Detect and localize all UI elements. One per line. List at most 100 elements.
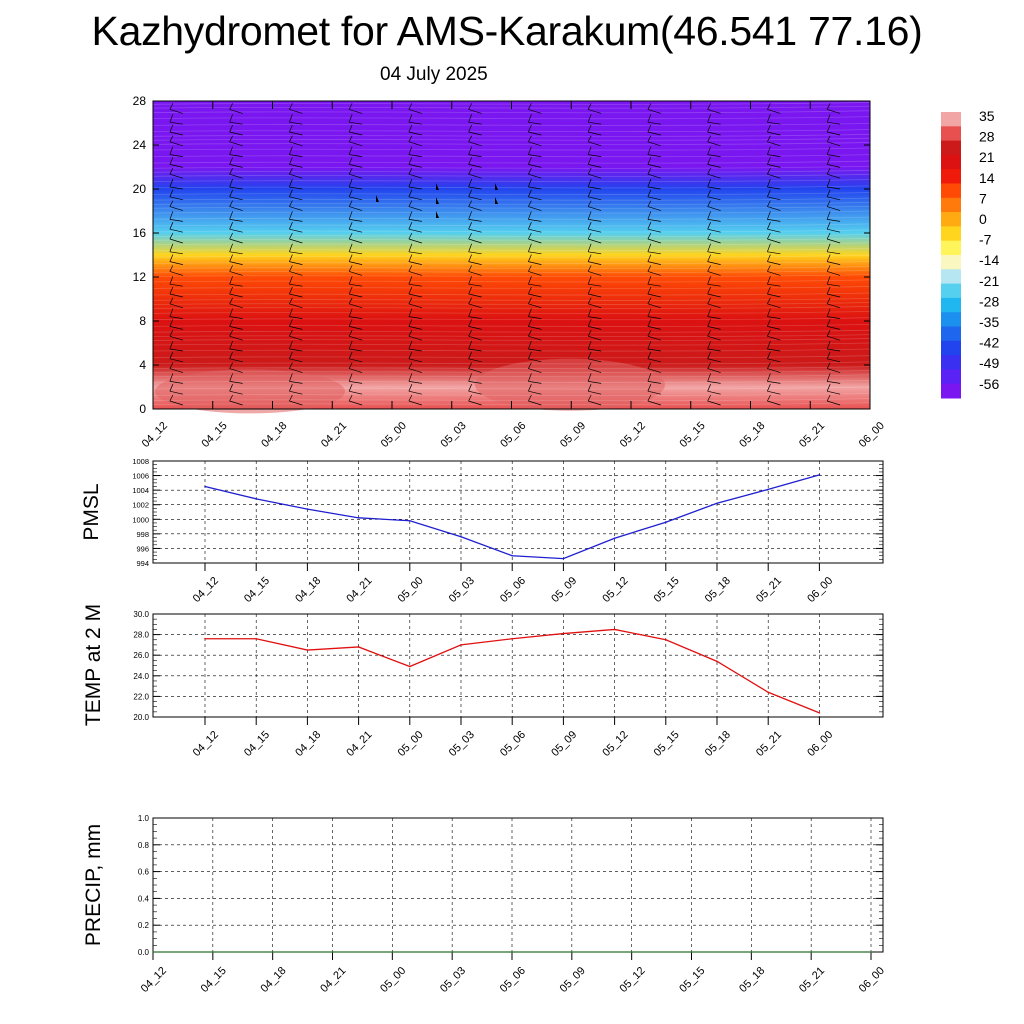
isotherm-line (152, 137, 871, 141)
wind-barb-feather (169, 157, 174, 165)
wind-barb (707, 368, 721, 373)
wind-barb (468, 154, 482, 157)
wind-barb-feather (826, 340, 831, 350)
wind-barb-feather (408, 168, 413, 175)
wind-barb (229, 186, 243, 190)
wind-barb (408, 335, 422, 341)
wind-barb (767, 326, 781, 330)
isotherm-line (152, 323, 871, 327)
wind-barb-feather (826, 114, 831, 123)
isotherm-line (152, 270, 871, 273)
x-tick-label: 05_00 (396, 575, 426, 605)
x-tick-label: 04_18 (258, 965, 288, 995)
wind-barb (528, 228, 542, 233)
wind-barb (408, 173, 422, 179)
wind-barb-feather (826, 103, 831, 110)
wind-barb-feather (707, 286, 711, 295)
x-tick-label: 05_09 (549, 575, 579, 605)
wind-barb-feather (707, 330, 711, 337)
wind-barb-feather (229, 211, 233, 220)
wind-barb (229, 219, 243, 222)
isotherm-line (152, 279, 871, 283)
y-tick-label: 28 (133, 94, 147, 108)
x-tick-label: 05_21 (797, 420, 827, 450)
x-tick-label: 05_21 (754, 575, 784, 605)
wind-barb (827, 326, 841, 330)
wind-barb (647, 283, 661, 287)
wind-barb (767, 109, 781, 114)
isotherm-line (152, 242, 871, 246)
wind-barb (647, 358, 661, 363)
wind-barb (767, 219, 781, 222)
wind-barb-feather (229, 319, 233, 327)
wind-barb (349, 131, 363, 136)
wind-barb (229, 206, 243, 211)
wind-barb (349, 400, 363, 406)
wind-barb (827, 368, 841, 373)
wind-pennant (495, 197, 498, 204)
isotherm-line (152, 374, 871, 378)
wind-barb-feather (289, 200, 293, 207)
wind-barb (767, 390, 781, 395)
x-tick-label: 04_21 (344, 575, 374, 605)
y-tick-label: 0.2 (138, 921, 150, 930)
wind-barb (349, 196, 363, 201)
wind-barb (349, 283, 363, 287)
wind-barb-feather (408, 254, 413, 262)
wind-barb (827, 390, 841, 395)
y-tick-label: 24.0 (133, 672, 149, 681)
isotherm-line (152, 202, 871, 205)
isotherm-line (152, 274, 871, 277)
wind-barb-feather (289, 168, 293, 175)
wind-barb (767, 121, 781, 125)
wind-barb (707, 326, 721, 330)
colorbar-label: 28 (979, 129, 995, 145)
wind-barb-feather (647, 114, 652, 123)
isotherm-line (152, 237, 871, 241)
data-point (716, 502, 718, 505)
wind-barb (588, 316, 602, 319)
wind-barb-feather (468, 243, 472, 252)
wind-barb (707, 358, 721, 363)
isotherm-line (152, 101, 871, 105)
wind-barb (647, 109, 661, 114)
wind-barb-feather (408, 319, 413, 327)
wind-barb-feather (707, 200, 711, 207)
wind-barb-feather (528, 362, 532, 369)
colorbar-swatch (941, 312, 961, 327)
wind-barb-feather (348, 200, 353, 207)
colorbar-label: -42 (979, 335, 999, 351)
wind-barb-feather (289, 114, 293, 123)
wind-barb (468, 251, 482, 255)
wind-barb-feather (468, 211, 472, 220)
wind-barb (169, 251, 183, 255)
wind-barb (408, 154, 422, 157)
wind-barb-feather (826, 308, 831, 317)
wind-barb (827, 348, 841, 352)
colorbar-swatch (941, 140, 961, 156)
y-tick-label: 16 (133, 226, 147, 240)
y-axis-label: PRECIP, mm (82, 824, 105, 946)
wind-barb (229, 251, 243, 255)
wind-barb (349, 303, 363, 309)
wind-barb (349, 141, 363, 147)
wind-barb (588, 303, 602, 309)
wind-barb (827, 316, 841, 319)
wind-barb-feather (229, 297, 233, 304)
wind-barb (229, 238, 243, 244)
wind-barb (588, 228, 602, 233)
wind-barb-feather (528, 168, 532, 175)
wind-barb (647, 173, 661, 179)
wind-barb-feather (408, 232, 413, 240)
wind-barb-feather (707, 189, 711, 197)
wind-barb (229, 131, 243, 136)
colorbar-label: -28 (979, 293, 999, 309)
x-tick-label: 04_18 (259, 420, 289, 450)
isotherm-line (152, 355, 871, 359)
wind-barb-feather (229, 308, 233, 317)
data-point (451, 951, 453, 953)
wind-barb (468, 228, 482, 233)
wind-barb-feather (826, 232, 831, 240)
wind-barb-feather (289, 232, 293, 240)
wind-barb-feather (528, 232, 532, 240)
